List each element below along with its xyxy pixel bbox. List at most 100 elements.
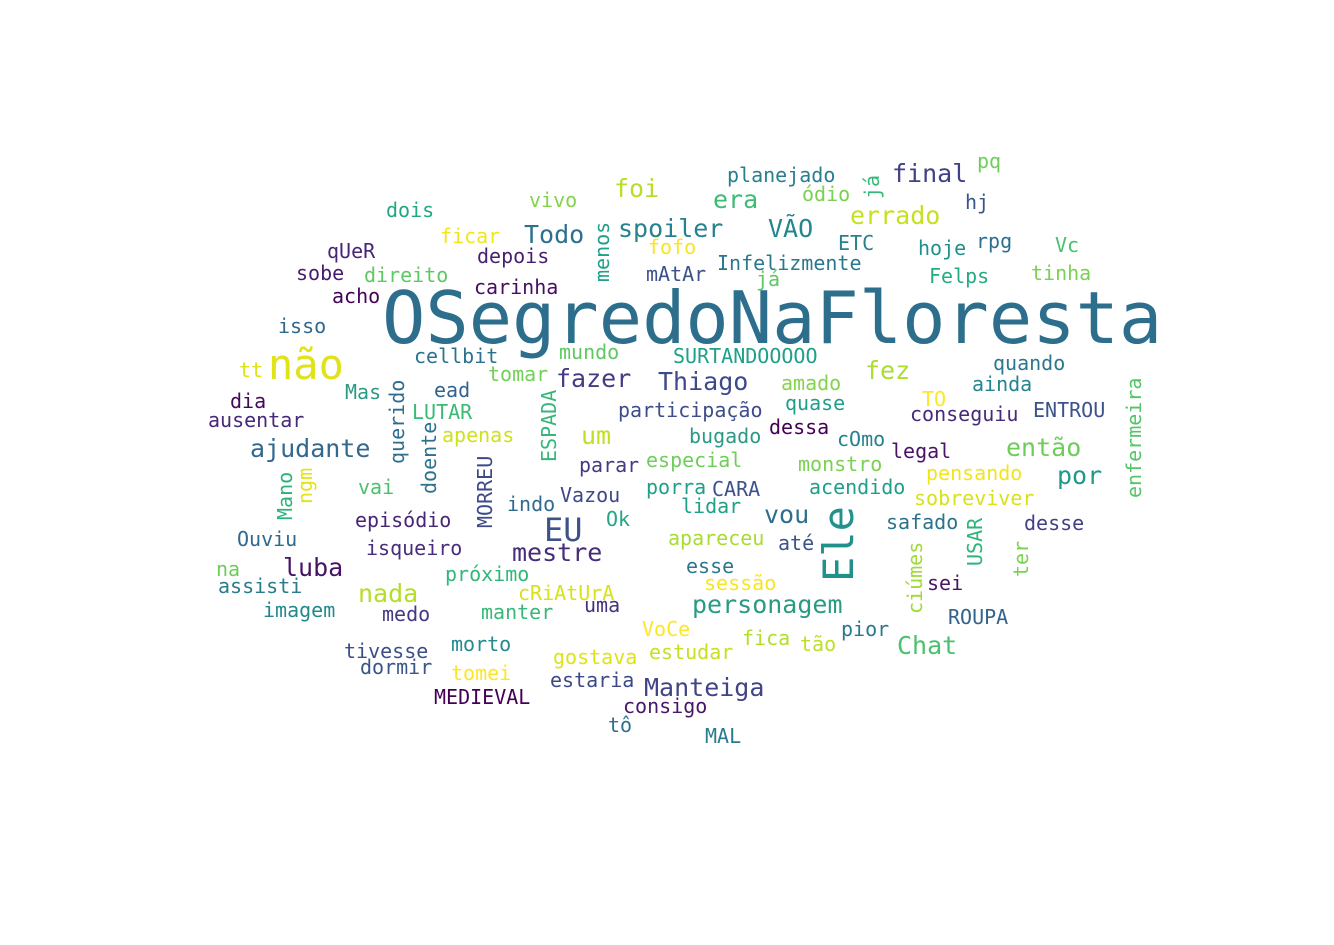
- word-51: isso: [278, 314, 327, 338]
- word-45: mAtAr: [646, 262, 707, 286]
- word-121: fica: [742, 626, 791, 650]
- word-126: tomei: [451, 661, 512, 685]
- word-117: VoCe: [642, 617, 691, 641]
- word-56: tt: [239, 358, 264, 382]
- word-12: nada: [358, 579, 419, 608]
- word-102: apareceu: [668, 526, 765, 550]
- word-63: querido: [385, 379, 409, 464]
- word-62: dia: [230, 389, 267, 413]
- word-66: quase: [785, 391, 846, 415]
- word-127: estaria: [550, 668, 635, 692]
- word-33: ficar: [440, 224, 501, 248]
- word-16: final: [892, 159, 968, 188]
- word-72: LUTAR: [412, 400, 473, 424]
- word-87: porra: [646, 475, 707, 499]
- word-52: cellbit: [414, 344, 499, 368]
- word-83: Mano: [273, 471, 297, 520]
- word-59: Mas: [345, 380, 382, 404]
- word-18: era: [713, 185, 759, 214]
- word-76: dessa: [769, 415, 830, 439]
- word-60: ead: [434, 378, 471, 402]
- word-61: ainda: [972, 372, 1033, 396]
- word-6: personagem: [692, 590, 843, 619]
- word-109: assisti: [218, 574, 303, 598]
- word-103: até: [778, 531, 815, 555]
- word-89: acendido: [809, 475, 906, 499]
- word-24: vou: [764, 500, 810, 529]
- word-68: conseguiu: [910, 402, 1019, 426]
- word-41: depois: [477, 244, 550, 268]
- word-110: cRiAtUrA: [518, 581, 615, 605]
- word-48: tinha: [1031, 261, 1092, 285]
- word-21: então: [1006, 433, 1082, 462]
- word-53: mundo: [559, 340, 620, 364]
- word-96: safado: [886, 510, 959, 534]
- word-93: lidar: [681, 494, 742, 518]
- word-4: EU: [544, 511, 583, 549]
- word-88: CARA: [712, 477, 761, 501]
- word-17: errado: [850, 201, 941, 230]
- word-106: próximo: [445, 562, 530, 586]
- word-101: isqueiro: [366, 536, 463, 560]
- word-19: foi: [614, 174, 660, 203]
- word-130: tô: [608, 713, 633, 737]
- word-108: sei: [927, 571, 964, 595]
- word-113: medo: [382, 602, 431, 626]
- word-64: ESPADA: [537, 389, 561, 462]
- word-75: bugado: [689, 424, 762, 448]
- word-71: ausentar: [208, 408, 305, 432]
- word-40: qUeR: [327, 239, 376, 263]
- word-99: ter: [1009, 540, 1033, 577]
- word-47: Felps: [929, 264, 990, 288]
- word-38: rpg: [976, 229, 1013, 253]
- word-111: sessão: [704, 571, 777, 595]
- word-1: OSegredoNaFloresta: [382, 276, 1163, 360]
- word-122: tão: [800, 632, 837, 656]
- word-15: Todo: [524, 220, 585, 249]
- word-97: USAR: [963, 517, 987, 566]
- word-49: acho: [332, 284, 381, 308]
- word-30: hj: [965, 190, 990, 214]
- word-104: ciúmes: [903, 541, 927, 614]
- word-26: planejado: [727, 163, 836, 187]
- word-85: vai: [358, 475, 395, 499]
- word-84: ngm: [293, 467, 317, 504]
- word-90: sobreviver: [914, 486, 1035, 510]
- word-39: Vc: [1055, 233, 1080, 257]
- word-37: hoje: [918, 236, 967, 260]
- word-25: um: [581, 421, 612, 450]
- word-81: monstro: [798, 452, 883, 476]
- word-118: pior: [841, 617, 890, 641]
- word-128: MEDIEVAL: [434, 685, 531, 709]
- word-112: imagem: [263, 598, 336, 622]
- word-123: dormir: [360, 655, 433, 679]
- word-35: fofo: [648, 235, 697, 259]
- word-29: já: [860, 174, 884, 199]
- word-57: tomar: [488, 362, 549, 386]
- word-92: Vazou: [560, 483, 621, 507]
- word-120: morto: [451, 632, 512, 656]
- word-27: pq: [977, 149, 1002, 173]
- word-77: cOmo: [837, 427, 886, 451]
- word-43: sobe: [296, 261, 345, 285]
- word-82: pensando: [926, 461, 1023, 485]
- word-73: doente: [417, 421, 441, 494]
- word-70: enfermeira: [1122, 377, 1146, 498]
- word-44: direito: [364, 263, 449, 287]
- word-114: manter: [481, 600, 554, 624]
- word-94: episódio: [355, 508, 452, 532]
- word-131: MAL: [705, 724, 742, 748]
- word-65: participação: [618, 398, 763, 422]
- word-129: consigo: [623, 694, 708, 718]
- word-31: vivo: [529, 188, 578, 212]
- word-55: quando: [993, 351, 1066, 375]
- word-11: luba: [283, 553, 344, 582]
- word-67: TO: [922, 387, 947, 411]
- word-13: Chat: [897, 631, 958, 660]
- word-78: legal: [891, 439, 952, 463]
- word-5: Manteiga: [644, 673, 765, 702]
- word-22: por: [1057, 461, 1103, 490]
- word-100: Ouviu: [237, 527, 298, 551]
- word-80: especial: [646, 448, 743, 472]
